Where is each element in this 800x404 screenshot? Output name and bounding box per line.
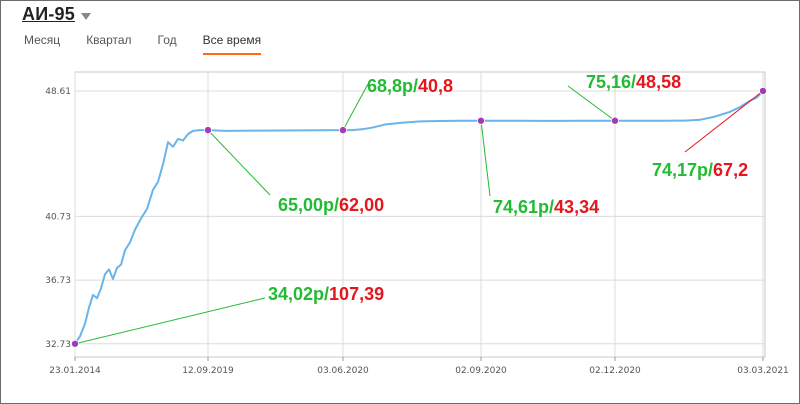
x-tick-label: 02.12.2020 [589, 366, 641, 376]
price-annotation: 74,61р/43,34 [493, 197, 599, 217]
annotation-leader-line [74, 297, 266, 345]
annotation-price-green: 74,61р/ [493, 197, 554, 217]
price-annotation: 68,8р/40,8 [367, 76, 453, 96]
annotation-value-red: 62,00 [339, 195, 384, 215]
annotation-price-green: 75,16/ [586, 72, 636, 92]
tab-month[interactable]: Месяц [24, 33, 61, 47]
price-annotation: 34,02р/107,39 [268, 284, 384, 304]
annotation-value-red: 107,39 [329, 284, 384, 304]
x-tick-label: 12.09.2019 [182, 366, 234, 376]
y-tick-label: 48.61 [45, 87, 71, 97]
period-tabs: Месяц Квартал Год Все время [24, 33, 287, 55]
annotation-leader-line [342, 83, 369, 131]
tab-all-time[interactable]: Все время [202, 33, 262, 55]
annotation-value-red: 48,58 [636, 72, 681, 92]
plot-border [74, 71, 766, 358]
chevron-down-icon[interactable] [80, 12, 91, 20]
price-annotation: 74,17р/67,2 [652, 160, 748, 180]
annotation-leader-line [684, 90, 764, 153]
y-tick-label: 32.73 [45, 340, 71, 350]
fuel-title[interactable]: АИ-95 [22, 4, 75, 24]
annotation-leader-line [480, 120, 491, 197]
price-annotation: 75,16/48,58 [586, 72, 681, 92]
annotation-price-green: 68,8р/ [367, 76, 418, 96]
annotation-leader-line [207, 129, 271, 196]
annotation-price-green: 74,17р/ [652, 160, 713, 180]
annotation-value-red: 40,8 [418, 76, 453, 96]
annotation-price-green: 65,00р/ [278, 195, 339, 215]
x-tick-label: 03.06.2020 [317, 366, 369, 376]
x-tick-label: 23.01.2014 [49, 366, 101, 376]
tab-quarter[interactable]: Квартал [86, 33, 132, 47]
data-point-marker [476, 116, 485, 125]
y-tick-label: 36.73 [45, 276, 71, 286]
series-line [74, 90, 764, 345]
data-point-marker [759, 86, 768, 95]
data-point-marker [338, 126, 347, 135]
fuel-header: АИ-95 [22, 4, 91, 25]
data-point-marker [203, 126, 212, 135]
annotation-value-red: 43,34 [554, 197, 599, 217]
data-point-marker [71, 339, 80, 348]
price-annotation: 65,00р/62,00 [278, 195, 384, 215]
annotation-leader-line [567, 85, 616, 122]
x-tick-label: 03.03.2021 [737, 366, 789, 376]
x-tick-label: 02.09.2020 [455, 366, 507, 376]
annotation-value-red: 67,2 [713, 160, 748, 180]
y-tick-label: 40.73 [45, 212, 71, 222]
tab-year[interactable]: Год [157, 33, 177, 47]
annotation-price-green: 34,02р/ [268, 284, 329, 304]
data-point-marker [611, 116, 620, 125]
